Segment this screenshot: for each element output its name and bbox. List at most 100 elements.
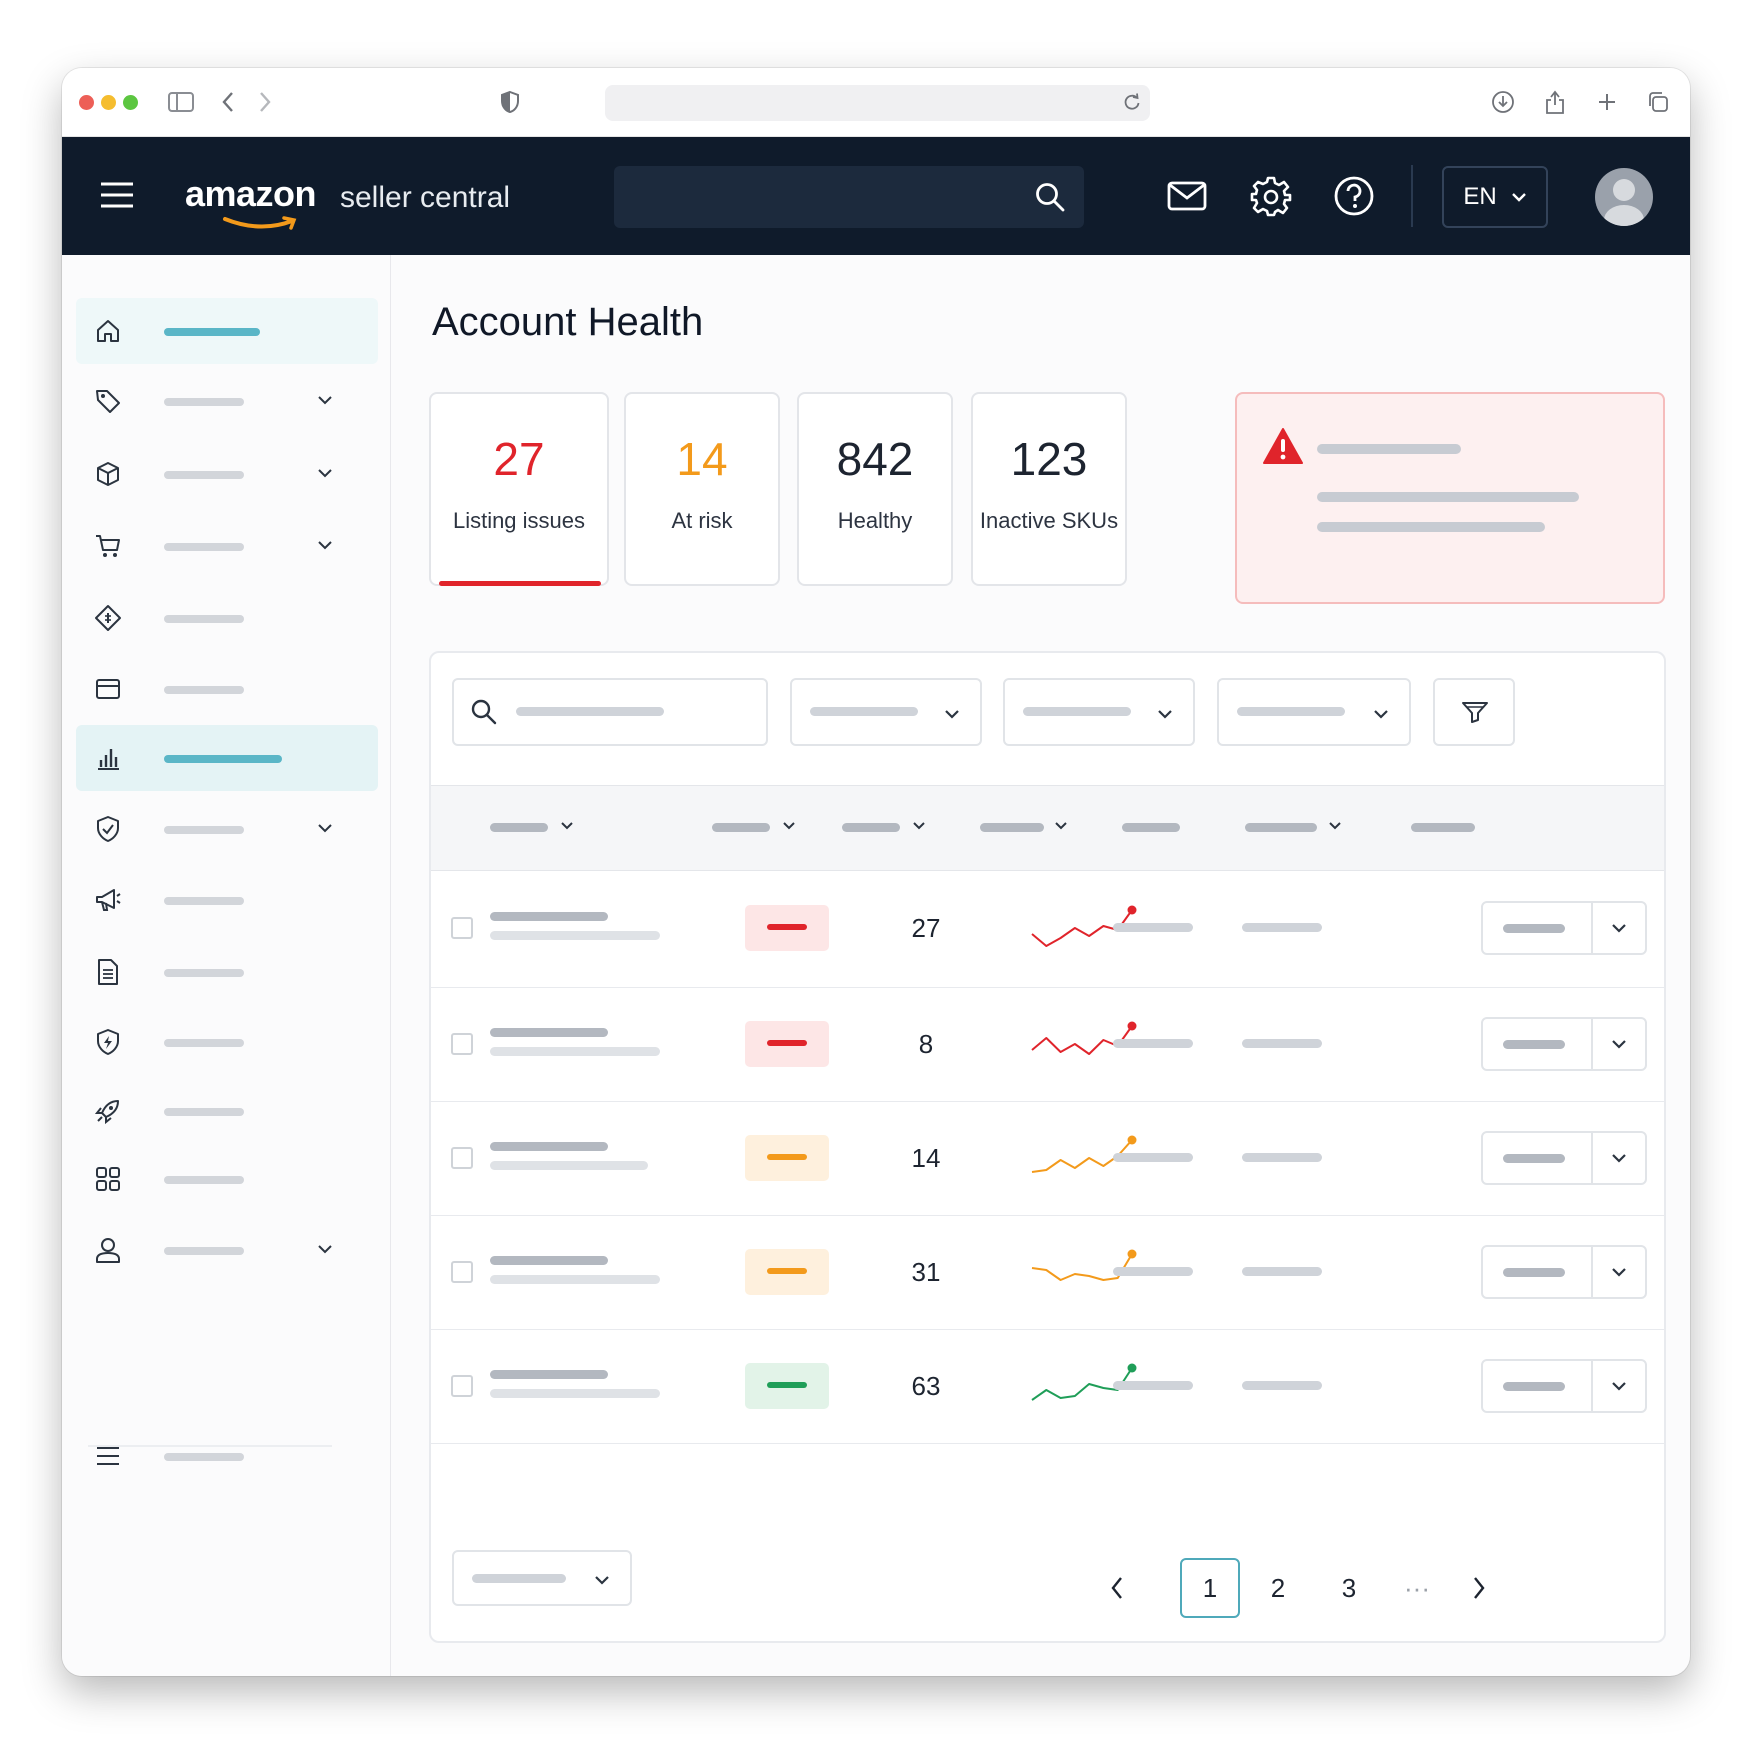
sidebar-item-brand-protection[interactable] xyxy=(76,1009,378,1075)
amazon-logo[interactable]: amazon xyxy=(185,173,317,214)
maximize-window-button[interactable] xyxy=(123,95,138,110)
sort-chevron-icon[interactable] xyxy=(1052,817,1070,835)
avatar-user-icon xyxy=(1604,179,1644,226)
action-label-placeholder xyxy=(1503,1268,1565,1277)
stat-card-healthy[interactable]: 842 Healthy xyxy=(797,392,953,586)
column-header-date[interactable] xyxy=(1245,823,1317,832)
chevron-down-icon[interactable] xyxy=(1609,918,1629,938)
sidebar-item-catalog[interactable] xyxy=(76,368,378,434)
row-action-button[interactable] xyxy=(1481,1017,1647,1071)
minimize-window-button[interactable] xyxy=(101,95,116,110)
sidebar-item-orders[interactable] xyxy=(76,513,378,579)
row-action-button[interactable] xyxy=(1481,1359,1647,1413)
sidebar-item-inventory[interactable] xyxy=(76,441,378,507)
forward-icon[interactable] xyxy=(251,88,279,116)
table-row[interactable]: 8 xyxy=(431,987,1664,1102)
table-search-input[interactable] xyxy=(452,678,768,746)
status-badge xyxy=(745,1363,829,1409)
share-icon[interactable] xyxy=(1541,88,1569,116)
new-tab-icon[interactable] xyxy=(1593,88,1621,116)
sidebar-item-pricing[interactable] xyxy=(76,585,378,651)
row-action-button[interactable] xyxy=(1481,1131,1647,1185)
sort-chevron-icon[interactable] xyxy=(780,817,798,835)
sidebar-item-growth[interactable] xyxy=(76,1078,378,1144)
stat-card-at-risk[interactable]: 14 At risk xyxy=(624,392,780,586)
sidebar-item-more[interactable] xyxy=(76,1423,378,1489)
global-search-input[interactable] xyxy=(614,166,1084,228)
privacy-shield-icon[interactable] xyxy=(496,88,524,116)
chevron-down-icon xyxy=(318,469,332,478)
sidebar-item-payments[interactable] xyxy=(76,656,378,722)
sidebar-divider xyxy=(88,1445,332,1447)
status-badge xyxy=(745,1249,829,1295)
sidebar-item-label xyxy=(164,543,244,551)
row-action-button[interactable] xyxy=(1481,1245,1647,1299)
sidebar-item-reports[interactable] xyxy=(76,725,378,791)
download-icon[interactable] xyxy=(1489,88,1517,116)
chevron-down-icon[interactable] xyxy=(1609,1262,1629,1282)
page-button-2[interactable]: 2 xyxy=(1270,1572,1286,1603)
stat-card-inactive-skus[interactable]: 123 Inactive SKUs xyxy=(971,392,1127,586)
gear-icon[interactable] xyxy=(1249,174,1293,218)
alert-card[interactable] xyxy=(1235,392,1665,604)
table-row[interactable]: 27 xyxy=(431,869,1664,988)
row-checkbox[interactable] xyxy=(451,1375,473,1397)
column-header-metric xyxy=(1122,823,1180,832)
chevron-down-icon[interactable] xyxy=(1609,1034,1629,1054)
tabs-overview-icon[interactable] xyxy=(1644,88,1672,116)
home-icon xyxy=(97,320,119,342)
row-checkbox[interactable] xyxy=(451,1033,473,1055)
sidebar-item-documents[interactable] xyxy=(76,939,378,1005)
filter-dropdown-2[interactable] xyxy=(1003,678,1195,746)
row-checkbox[interactable] xyxy=(451,917,473,939)
column-header-product[interactable] xyxy=(490,823,548,832)
sidebar-item-label xyxy=(164,1247,244,1255)
sidebar-item-performance[interactable] xyxy=(76,796,378,862)
back-icon[interactable] xyxy=(214,88,242,116)
sidebar-item-home[interactable] xyxy=(76,298,378,364)
column-header-trend[interactable] xyxy=(980,823,1044,832)
address-bar[interactable] xyxy=(605,85,1150,121)
page-button-1[interactable]: 1 xyxy=(1180,1558,1240,1618)
filter-dropdown-1[interactable] xyxy=(790,678,982,746)
rows-per-page-select[interactable] xyxy=(452,1550,632,1606)
table-header xyxy=(431,785,1664,871)
help-icon[interactable] xyxy=(1332,174,1376,218)
browser-window: amazon seller central EN xyxy=(62,68,1690,1676)
menu-icon[interactable] xyxy=(98,176,136,214)
close-window-button[interactable] xyxy=(79,95,94,110)
table-row[interactable]: 31 xyxy=(431,1215,1664,1330)
sort-chevron-icon[interactable] xyxy=(910,817,928,835)
prev-page-button[interactable] xyxy=(1087,1558,1147,1618)
sidebar-item-apps[interactable] xyxy=(76,1146,378,1212)
next-page-button[interactable] xyxy=(1449,1558,1509,1618)
chevron-down-icon[interactable] xyxy=(1609,1148,1629,1168)
reload-icon[interactable] xyxy=(1122,92,1142,117)
language-selector[interactable]: EN xyxy=(1442,166,1548,228)
sidebar-toggle-icon[interactable] xyxy=(167,88,195,116)
trend-sparkline xyxy=(1031,1249,1137,1281)
issue-count: 14 xyxy=(911,1143,941,1173)
mail-icon[interactable] xyxy=(1166,175,1208,217)
row-action-button[interactable] xyxy=(1481,901,1647,955)
table-row[interactable]: 63 xyxy=(431,1329,1664,1444)
app-header: amazon seller central EN xyxy=(62,137,1690,255)
stat-card-listing-issues[interactable]: 27 Listing issues xyxy=(429,392,609,586)
row-checkbox[interactable] xyxy=(451,1147,473,1169)
table-row[interactable]: 14 xyxy=(431,1101,1664,1216)
chevron-down-icon[interactable] xyxy=(1609,1376,1629,1396)
row-title-placeholder xyxy=(490,1256,608,1265)
search-icon[interactable] xyxy=(1034,181,1066,218)
column-header-status[interactable] xyxy=(712,823,770,832)
sort-chevron-icon[interactable] xyxy=(1326,817,1344,835)
sidebar-item-advertising[interactable] xyxy=(76,867,378,933)
split-separator xyxy=(1591,1247,1593,1297)
sort-chevron-icon[interactable] xyxy=(558,817,576,835)
sidebar-item-account[interactable] xyxy=(76,1217,378,1283)
column-header-count[interactable] xyxy=(842,823,900,832)
page-button-3[interactable]: 3 xyxy=(1341,1572,1357,1603)
filter-dropdown-3[interactable] xyxy=(1217,678,1411,746)
user-avatar[interactable] xyxy=(1595,168,1653,226)
filter-button[interactable] xyxy=(1433,678,1515,746)
row-checkbox[interactable] xyxy=(451,1261,473,1283)
